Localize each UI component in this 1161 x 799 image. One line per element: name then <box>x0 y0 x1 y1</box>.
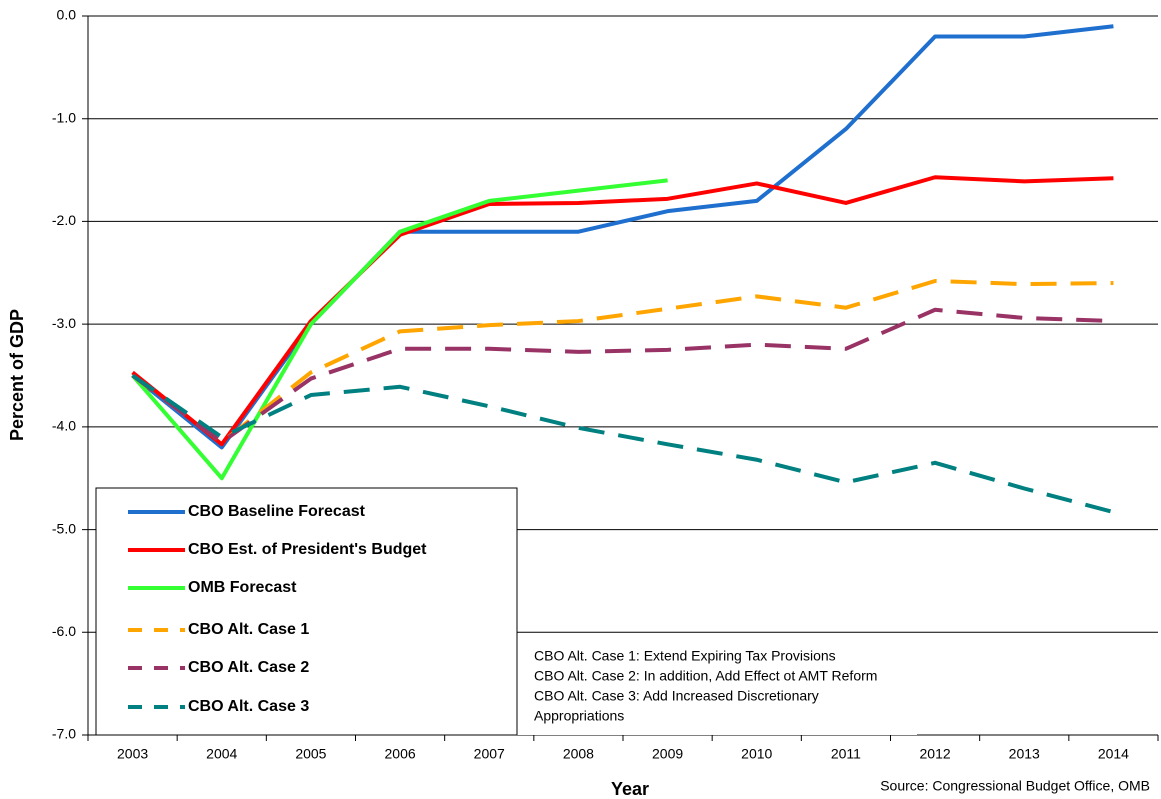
series-line <box>131 24 1114 450</box>
series-line <box>131 307 1114 445</box>
x-tick-label: 2006 <box>385 746 416 762</box>
x-tick-label: 2013 <box>1009 746 1040 762</box>
y-tick-label: -4.0 <box>52 418 76 434</box>
annotation: CBO Alt. Case 1: Extend Expiring Tax Pro… <box>534 648 836 664</box>
x-tick-label: 2004 <box>206 746 237 762</box>
y-tick-label: 0.0 <box>57 7 77 23</box>
x-tick-label: 2007 <box>474 746 505 762</box>
series-line <box>131 175 1114 447</box>
x-tick-label: 2003 <box>117 746 148 762</box>
y-tick-label: -3.0 <box>52 315 76 331</box>
x-tick-label: 2010 <box>741 746 772 762</box>
series-line <box>131 373 1114 515</box>
source-note: Source: Congressional Budget Office, OMB <box>880 778 1150 794</box>
x-tick-label: 2009 <box>652 746 683 762</box>
y-axis-title: Percent of GDP <box>7 309 27 441</box>
y-tick-label: -1.0 <box>52 109 76 125</box>
y-tick-label: -7.0 <box>52 726 76 742</box>
legend-label: OMB Forecast <box>188 579 297 596</box>
annotation: CBO Alt. Case 2: In addition, Add Effect… <box>534 668 877 684</box>
annotation: Appropriations <box>534 708 624 724</box>
legend-box <box>95 487 518 736</box>
series-line <box>131 178 668 481</box>
x-tick-label: 2011 <box>831 746 861 762</box>
legend-label: CBO Alt. Case 1 <box>188 621 309 638</box>
note-box <box>517 640 917 735</box>
legend-label: CBO Alt. Case 2 <box>188 659 309 676</box>
y-tick-label: -5.0 <box>52 520 76 536</box>
series-line <box>131 279 1114 445</box>
y-tick-label: -6.0 <box>52 623 76 639</box>
x-tick-label: 2012 <box>920 746 951 762</box>
x-tick-label: 2014 <box>1098 746 1129 762</box>
y-tick-label: -2.0 <box>52 212 76 228</box>
legend-label: CBO Baseline Forecast <box>188 503 366 520</box>
legend-label: CBO Alt. Case 3 <box>188 698 309 715</box>
x-tick-label: 2008 <box>563 746 594 762</box>
annotation: CBO Alt. Case 3: Add Increased Discretio… <box>534 688 819 704</box>
x-axis-title: Year <box>611 779 649 799</box>
legend-label: CBO Est. of President's Budget <box>188 541 427 558</box>
x-tick-label: 2005 <box>295 746 326 762</box>
